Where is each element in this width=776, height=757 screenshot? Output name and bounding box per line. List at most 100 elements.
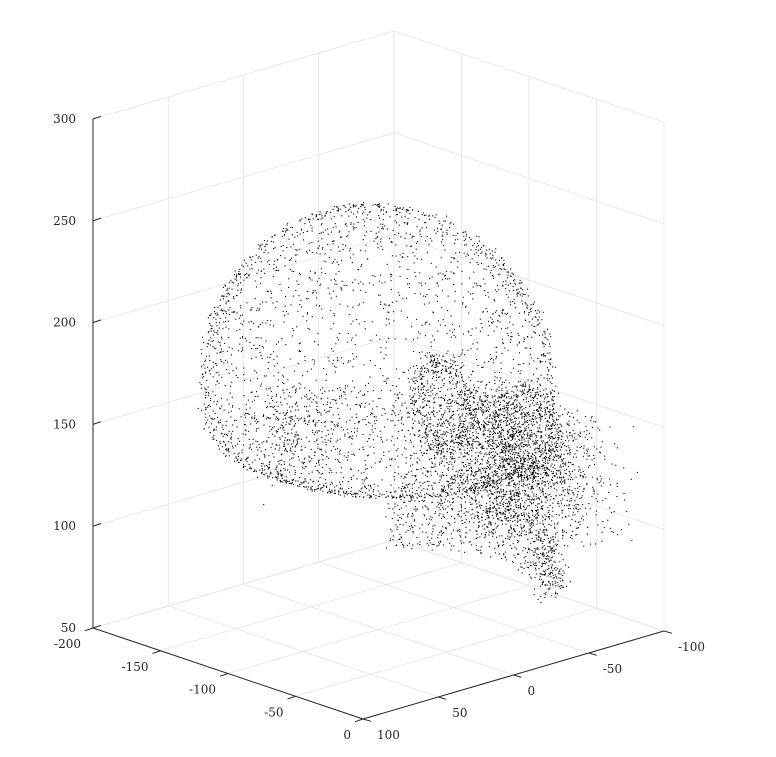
data-point	[332, 208, 334, 210]
data-point	[486, 397, 488, 399]
data-point	[310, 368, 312, 370]
data-point	[524, 418, 526, 420]
data-point	[331, 489, 333, 491]
data-point	[549, 494, 551, 496]
data-point	[243, 424, 245, 426]
data-point	[245, 273, 247, 275]
data-point	[507, 284, 509, 286]
data-point	[456, 232, 458, 234]
data-point	[487, 465, 489, 467]
data-point	[492, 254, 494, 256]
data-point	[359, 390, 361, 392]
data-point	[473, 271, 475, 273]
data-point	[514, 448, 516, 450]
data-point	[462, 232, 464, 234]
data-point	[205, 408, 207, 410]
data-point	[480, 399, 482, 401]
data-point	[496, 480, 498, 482]
data-point	[443, 423, 445, 425]
data-point	[481, 403, 483, 405]
data-point	[432, 312, 434, 314]
data-point	[401, 429, 403, 431]
data-point	[540, 491, 542, 493]
data-point	[501, 496, 503, 498]
data-point	[514, 417, 516, 419]
data-point	[364, 492, 366, 494]
data-point	[465, 420, 467, 422]
data-point	[491, 471, 493, 473]
data-point	[537, 319, 539, 321]
data-point	[495, 464, 497, 466]
data-point	[520, 431, 522, 433]
data-point	[571, 538, 573, 540]
data-point	[214, 394, 216, 396]
data-point	[495, 462, 497, 464]
data-point	[207, 331, 209, 333]
data-point	[501, 257, 503, 259]
data-point	[465, 386, 467, 388]
data-point	[341, 396, 343, 398]
data-point	[495, 390, 497, 392]
data-point	[494, 402, 496, 404]
data-point	[547, 401, 549, 403]
data-point	[565, 446, 567, 448]
data-point	[524, 422, 526, 424]
data-point	[587, 448, 589, 450]
data-point	[421, 351, 423, 353]
data-point	[410, 496, 412, 498]
data-point	[529, 446, 531, 448]
data-point	[252, 438, 254, 440]
data-point	[519, 430, 521, 432]
data-point	[575, 527, 577, 529]
data-point	[476, 447, 478, 449]
data-point	[553, 412, 555, 414]
data-point	[312, 290, 314, 292]
data-point	[235, 275, 237, 277]
data-point	[555, 437, 557, 439]
data-point	[257, 337, 259, 339]
data-point	[259, 246, 261, 248]
data-point	[356, 216, 358, 218]
data-point	[411, 487, 413, 489]
data-point	[334, 365, 336, 367]
data-point	[471, 446, 473, 448]
data-point	[487, 495, 489, 497]
data-point	[373, 240, 375, 242]
data-point	[280, 246, 282, 248]
data-point	[428, 215, 430, 217]
data-point	[276, 355, 278, 357]
data-point	[215, 363, 217, 365]
data-point	[374, 462, 376, 464]
data-point	[285, 412, 287, 414]
data-point	[415, 248, 417, 250]
data-point	[508, 512, 510, 514]
data-point	[260, 261, 262, 263]
data-point	[462, 456, 464, 458]
data-point	[488, 493, 490, 495]
data-point	[535, 457, 537, 459]
data-point	[570, 461, 572, 463]
data-point	[538, 503, 540, 505]
data-point	[353, 223, 355, 225]
data-point	[239, 276, 241, 278]
data-point	[265, 388, 267, 390]
data-point	[215, 322, 217, 324]
data-point	[469, 413, 471, 415]
data-point	[240, 282, 242, 284]
data-point	[307, 298, 309, 300]
data-point	[483, 433, 485, 435]
data-point	[399, 496, 401, 498]
data-point	[300, 481, 302, 483]
data-point	[291, 479, 293, 481]
data-point	[386, 439, 388, 441]
data-point	[579, 435, 581, 437]
data-point	[435, 452, 437, 454]
data-point	[482, 404, 484, 406]
data-point	[563, 442, 565, 444]
data-point	[554, 446, 556, 448]
data-point	[350, 492, 352, 494]
data-point	[353, 213, 355, 215]
data-point	[291, 270, 293, 272]
data-point	[426, 480, 428, 482]
data-point	[487, 462, 489, 464]
